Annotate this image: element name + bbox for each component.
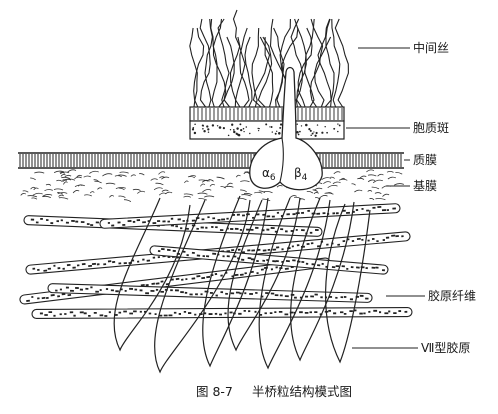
intermediate-filament	[314, 36, 332, 108]
label-type7-collagen: Ⅶ型胶原	[421, 340, 470, 355]
leader-lines	[346, 47, 425, 349]
collagen-fiber	[31, 306, 413, 320]
intermediate-filament	[193, 27, 205, 108]
anchoring-fibril	[202, 195, 269, 368]
intermediate-filament	[229, 36, 241, 108]
intermediate-filament	[257, 36, 273, 108]
intermediate-filament	[264, 36, 274, 108]
anchoring-fibril	[324, 203, 371, 364]
intermediate-filament	[290, 18, 304, 108]
figure-title: 半桥粒结构模式图	[252, 384, 352, 399]
intermediate-filament	[223, 36, 235, 108]
type7-collagen-fibrils	[113, 195, 371, 374]
label-cytoplasmic-plaque: 胞质斑	[413, 121, 449, 135]
intermediate-filament	[309, 18, 324, 108]
intermediate-filament	[199, 18, 211, 108]
intermediate-filament	[331, 18, 341, 108]
intermediate-filament	[239, 27, 250, 108]
intermediate-filament	[244, 36, 253, 108]
anchoring-fibril	[258, 197, 331, 370]
anchoring-fibril	[113, 197, 191, 352]
intermediate-filament	[251, 27, 260, 108]
intermediate-filament	[317, 18, 332, 108]
cytoplasmic-plaque	[189, 106, 345, 140]
basement-membrane	[20, 169, 405, 202]
beta4-label: β4	[294, 166, 308, 183]
intermediate-filament	[252, 36, 271, 108]
intermediate-filament	[217, 18, 230, 108]
alpha6-label: α6	[262, 166, 276, 183]
intermediate-filament	[325, 18, 335, 108]
integrin-proteins: α6 β4	[249, 66, 323, 191]
intermediate-filament	[334, 18, 349, 108]
intermediate-filament	[212, 18, 227, 108]
intermediate-filament	[294, 18, 307, 108]
label-plasma-membrane: 质膜	[413, 153, 437, 167]
intermediate-filament	[232, 9, 246, 108]
collagen-fiber	[99, 203, 401, 229]
anchoring-fibril	[154, 199, 251, 374]
intermediate-filament	[304, 18, 315, 108]
label-basement-membrane: 基膜	[413, 179, 437, 193]
anchoring-fibril	[290, 197, 355, 362]
intermediate-filament	[210, 18, 218, 108]
plasma-membrane	[18, 152, 404, 169]
label-collagen-fibers: 胶原纤维	[428, 288, 476, 303]
intermediate-filaments	[189, 9, 349, 108]
anchoring-fibril	[227, 197, 301, 352]
label-intermediate-filaments: 中间丝	[413, 40, 449, 55]
figure-number: 图 8-7	[196, 384, 233, 399]
intermediate-filament	[189, 27, 198, 108]
intermediate-filament	[273, 27, 285, 108]
